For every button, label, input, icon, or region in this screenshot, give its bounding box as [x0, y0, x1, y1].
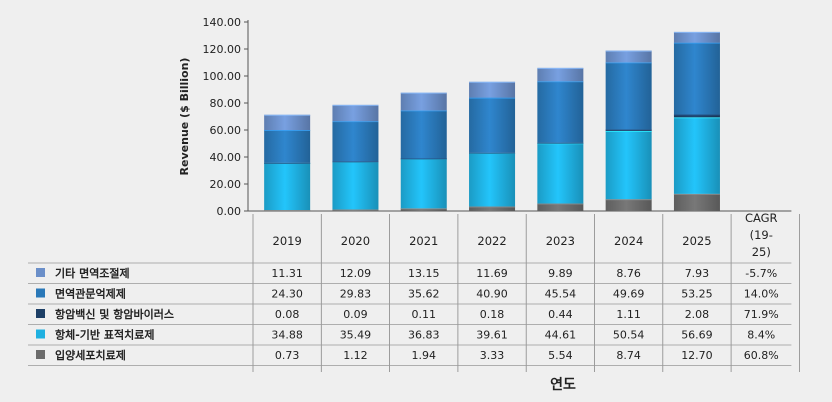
bar-segment — [400, 110, 447, 159]
data-label: 0.18 — [480, 308, 505, 321]
data-label: 12.09 — [340, 267, 372, 280]
data-label: 39.61 — [476, 329, 508, 342]
bar-segment — [605, 199, 652, 211]
cagr-header: 25) — [752, 245, 771, 259]
data-label: 2.08 — [685, 308, 710, 321]
cagr-value: -5.7% — [745, 267, 777, 280]
legend-swatch — [36, 268, 45, 277]
legend-swatch — [36, 288, 45, 298]
bar-segment — [537, 143, 584, 204]
y-tick-label: 80.00 — [210, 97, 242, 110]
y-tick-label: 20.00 — [210, 178, 242, 191]
data-label: 50.54 — [613, 329, 645, 342]
bar-segment — [673, 117, 720, 194]
bar-segment — [332, 161, 379, 210]
x-tick-label: 2020 — [341, 234, 370, 248]
bar-segment — [264, 130, 311, 163]
data-label: 8.74 — [616, 349, 641, 362]
cagr-header: CAGR — [745, 211, 778, 225]
legend-label: 항암백신 및 항암바이러스 — [55, 307, 174, 321]
data-label: 40.90 — [476, 288, 508, 301]
data-label: 11.31 — [271, 267, 303, 280]
y-tick-label: 120.00 — [203, 43, 242, 56]
data-label: 7.93 — [685, 267, 710, 280]
bar-segment — [469, 97, 516, 153]
y-tick-label: 60.00 — [210, 124, 242, 137]
legend-swatch — [36, 350, 45, 359]
bar-segment — [332, 121, 379, 162]
x-tick-label: 2021 — [409, 234, 438, 248]
bar-segment — [605, 130, 652, 200]
cagr-value: 71.9% — [744, 308, 779, 321]
x-axis-label: 연도 — [550, 377, 576, 393]
bar-segment — [469, 81, 516, 98]
data-label: 24.30 — [271, 288, 303, 301]
cagr-value: 14.0% — [744, 288, 779, 301]
cagr-header: (19- — [750, 228, 773, 242]
data-label: 0.09 — [343, 308, 368, 321]
legend-swatch — [36, 329, 45, 339]
data-label: 0.08 — [275, 308, 300, 321]
legend-label: 입양세포치료제 — [55, 348, 126, 362]
bar-segment — [673, 31, 720, 43]
cagr-value: 60.8% — [744, 349, 779, 362]
data-label: 0.44 — [548, 308, 573, 321]
bar-segment — [400, 208, 447, 211]
bar-segment — [264, 162, 311, 211]
data-label: 3.33 — [480, 349, 505, 362]
y-tick-label: 100.00 — [203, 70, 242, 83]
data-label: 35.62 — [408, 288, 440, 301]
data-label: 49.69 — [613, 288, 645, 301]
bar-segment — [537, 81, 584, 143]
data-label: 9.89 — [548, 267, 573, 280]
bar-segment — [537, 203, 584, 211]
y-axis-label: Revenue ($ Billion) — [178, 58, 191, 176]
data-label: 44.61 — [545, 329, 577, 342]
data-label: 0.73 — [275, 349, 300, 362]
x-tick-label: 2023 — [546, 234, 575, 248]
x-tick-label: 2019 — [273, 234, 302, 248]
legend-label: 기타 면역조절제 — [55, 266, 130, 280]
data-label: 45.54 — [545, 288, 577, 301]
bar-segment — [400, 92, 447, 111]
data-label: 29.83 — [340, 288, 372, 301]
bar-segment — [469, 153, 516, 207]
data-label: 53.25 — [681, 288, 713, 301]
y-tick-label: 140.00 — [203, 16, 242, 29]
bar-segment — [605, 50, 652, 63]
data-label: 56.69 — [681, 329, 713, 342]
y-tick-label: 40.00 — [210, 151, 242, 164]
bar-segment — [469, 206, 516, 211]
bar-segment — [605, 62, 652, 130]
data-label: 12.70 — [681, 349, 713, 362]
legend-label: 항체-기반 표적치료제 — [55, 328, 154, 342]
bar-segment — [264, 114, 311, 131]
bar-segment — [673, 193, 720, 211]
legend-label: 면역관문억제제 — [55, 287, 126, 301]
bar-segment — [673, 42, 720, 115]
x-tick-label: 2024 — [614, 234, 643, 248]
data-label: 0.11 — [412, 308, 437, 321]
x-tick-label: 2025 — [682, 234, 711, 248]
bar-segment — [332, 104, 379, 122]
data-label: 1.12 — [343, 349, 368, 362]
data-label: 35.49 — [340, 329, 372, 342]
bar-segment — [537, 67, 584, 82]
data-label: 34.88 — [271, 329, 303, 342]
bar-segment — [400, 158, 447, 209]
cagr-value: 8.4% — [747, 329, 775, 342]
data-label: 36.83 — [408, 329, 440, 342]
data-label: 1.94 — [412, 349, 437, 362]
data-label: 1.11 — [616, 308, 641, 321]
data-label: 11.69 — [476, 267, 508, 280]
data-label: 13.15 — [408, 267, 440, 280]
x-tick-label: 2022 — [477, 234, 506, 248]
legend-swatch — [36, 309, 45, 318]
y-tick-label: 0.00 — [217, 205, 242, 218]
bar-segment — [673, 114, 720, 118]
data-label: 5.54 — [548, 349, 573, 362]
data-label: 8.76 — [616, 267, 641, 280]
